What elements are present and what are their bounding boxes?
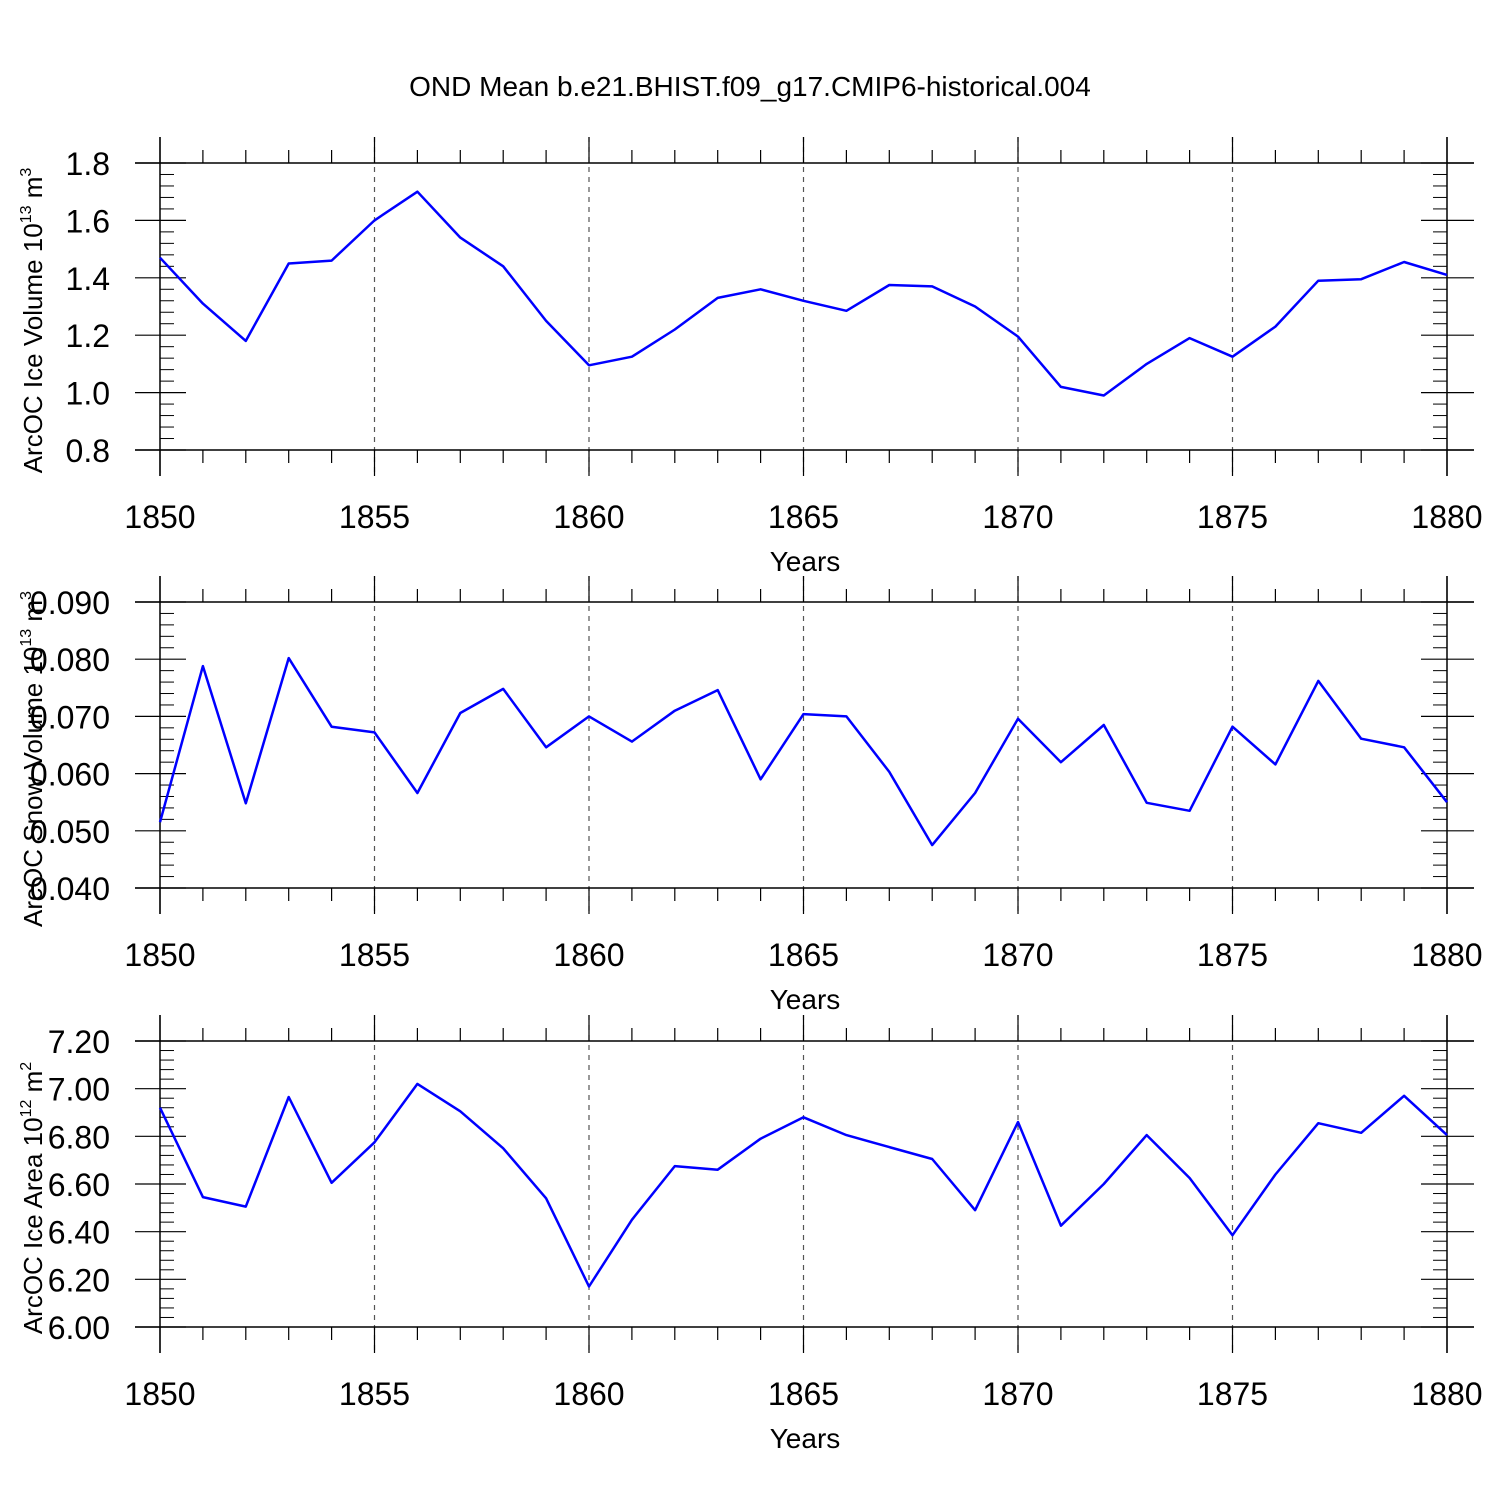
panel-2-y-axis-label-main: ArcOC Snow Volume 10 <box>18 647 48 927</box>
panel-2-series-line <box>158 656 1448 847</box>
panel-2-y-axis-label: ArcOC Snow Volume 1013 m3 <box>18 591 48 927</box>
panel-1-y-axis-label-unit: m <box>18 177 48 206</box>
panel-3-y-tick-label: 7.20 <box>48 1024 110 1060</box>
panel-3-y-axis-label-unit-exponent: 2 <box>18 1062 35 1071</box>
panel-3-x-tick-label: 1850 <box>124 1376 195 1412</box>
panel-1-x-axis-label: Years <box>770 546 841 577</box>
panel-2-y-axis-label-unit-exponent: 3 <box>18 591 35 600</box>
panel-3-y-tick-label: 6.60 <box>48 1167 110 1203</box>
panel-3-y-axis-label-exponent: 12 <box>18 1100 35 1118</box>
panel-3-y-tick-label: 6.80 <box>48 1119 110 1155</box>
panel-2-x-tick-label: 1865 <box>768 937 839 973</box>
panel-3-y-tick-label: 7.00 <box>48 1072 110 1108</box>
panel-2-x-tick-label: 1860 <box>553 937 624 973</box>
panel-1-y-tick-label: 1.2 <box>66 318 110 354</box>
panel-3-x-tick-label: 1880 <box>1411 1376 1482 1412</box>
panel-3-y-axis-label-unit: m <box>18 1071 48 1100</box>
panel-3-x-tick-label: 1855 <box>339 1376 410 1412</box>
panel-3-x-axis-label: Years <box>770 1423 841 1454</box>
panel-1-x-tick-label: 1870 <box>982 499 1053 535</box>
panel-3-y-axis-label-main: ArcOC Ice Area 10 <box>18 1117 48 1334</box>
panel-1-x-tick-label: 1860 <box>553 499 624 535</box>
panel-3-y-tick-label: 6.00 <box>48 1310 110 1346</box>
panel-3-y-tick-label: 6.40 <box>48 1215 110 1251</box>
panel-3-x-tick-label: 1860 <box>553 1376 624 1412</box>
panel-3-x-tick-label: 1875 <box>1197 1376 1268 1412</box>
panel-2-y-tick-label: 0.060 <box>30 757 110 793</box>
panel-2-x-tick-label: 1850 <box>124 937 195 973</box>
panel-2-x-axis-label: Years <box>770 984 841 1015</box>
chart-panel-2: 1850 1855 1860 1865 1870 1875 1880 0.040 0.050 0.… <box>18 576 1483 1015</box>
panel-2-y-tick-label: 0.040 <box>30 871 110 907</box>
panel-3-x-tick-label: 1865 <box>768 1376 839 1412</box>
chart-title: OND Mean b.e21.BHIST.f09_g17.CMIP6-histo… <box>409 71 1091 102</box>
panel-2-x-tick-label: 1875 <box>1197 937 1268 973</box>
panel-1-y-tick-label: 1.6 <box>66 203 110 239</box>
panel-1-y-tick-label: 1.0 <box>66 376 110 412</box>
chart-panels: 1850 1855 1860 1865 1870 1875 1880 0.8 1.0 1.2 1.4… <box>18 137 1483 1454</box>
panel-2-x-tick-label: 1855 <box>339 937 410 973</box>
panel-1-x-tick-label: 1855 <box>339 499 410 535</box>
panel-1-y-tick-label: 0.8 <box>66 433 110 469</box>
panel-1-y-axis-label-exponent: 13 <box>18 205 35 223</box>
panel-1-y-tick-label: 1.8 <box>66 146 110 182</box>
panel-1-y-tick-label: 1.4 <box>66 261 110 297</box>
panel-1-x-tick-label: 1865 <box>768 499 839 535</box>
panel-1-x-tick-label: 1850 <box>124 499 195 535</box>
panel-1-x-tick-label: 1880 <box>1411 499 1482 535</box>
panel-2-y-axis-label-exponent: 13 <box>18 629 35 647</box>
panel-3-y-tick-label: 6.20 <box>48 1262 110 1298</box>
panel-1-y-axis-label-unit-exponent: 3 <box>18 168 35 177</box>
panel-2-y-tick-label: 0.090 <box>30 585 110 621</box>
panel-3-y-axis-label: ArcOC Ice Area 1012 m2 <box>18 1062 48 1334</box>
panel-2-x-tick-label: 1870 <box>982 937 1053 973</box>
chart-panel-3: 1850 1855 1860 1865 1870 1875 1880 6.00 6.20 6.40… <box>18 1015 1483 1454</box>
panel-2-y-tick-label: 0.080 <box>30 642 110 678</box>
panel-1-y-axis-label: ArcOC Ice Volume 1013 m3 <box>18 168 48 474</box>
chart-panel-1: 1850 1855 1860 1865 1870 1875 1880 0.8 1.0 1.2 1.4… <box>18 137 1483 577</box>
panel-2-y-axis-label-unit: m <box>18 600 48 629</box>
panel-2-y-tick-label: 0.070 <box>30 699 110 735</box>
panel-1-y-axis-label-main: ArcOC Ice Volume 10 <box>18 223 48 473</box>
panel-3-series-line <box>158 1082 1448 1288</box>
panel-1-x-tick-label: 1875 <box>1197 499 1268 535</box>
panel-2-x-tick-label: 1880 <box>1411 937 1482 973</box>
panel-2-y-tick-label: 0.050 <box>30 814 110 850</box>
panel-1-series-line <box>159 190 1448 397</box>
panel-3-x-tick-label: 1870 <box>982 1376 1053 1412</box>
